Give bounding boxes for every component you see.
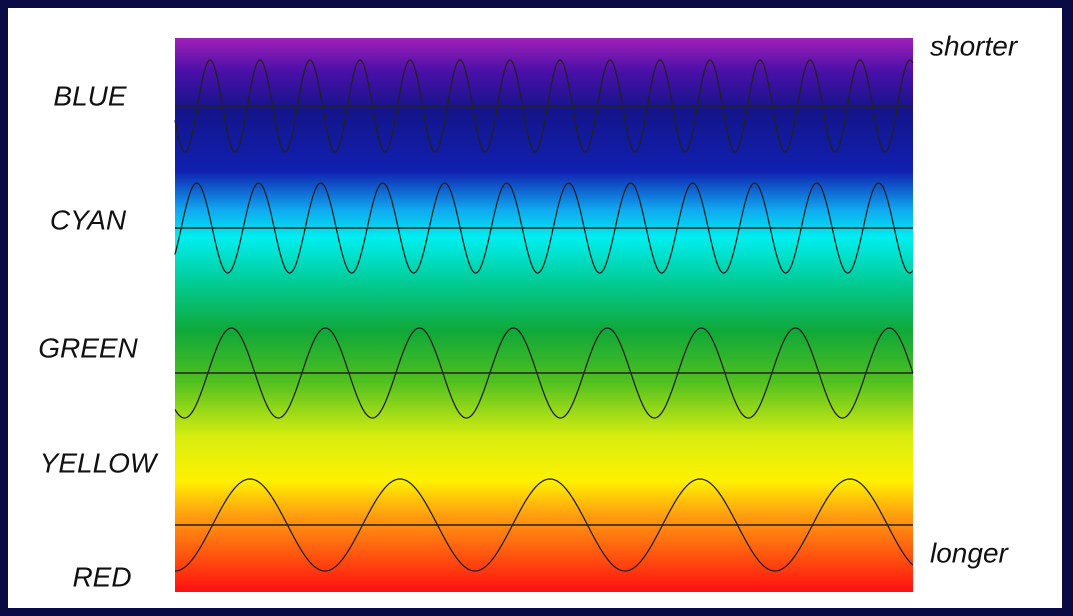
wave xyxy=(174,182,914,274)
spectrum xyxy=(175,38,913,592)
band-label: YELLOW xyxy=(40,447,159,478)
band-label: RED xyxy=(72,561,131,592)
wave xyxy=(174,59,914,153)
band-label: BLUE xyxy=(53,80,126,111)
band-label: CYAN xyxy=(50,204,127,235)
wave xyxy=(174,478,914,572)
scale-label: longer xyxy=(930,537,1010,568)
wave xyxy=(174,327,914,419)
band-label: GREEN xyxy=(38,332,138,363)
waves xyxy=(174,59,914,572)
scale-label: shorter xyxy=(930,30,1019,61)
